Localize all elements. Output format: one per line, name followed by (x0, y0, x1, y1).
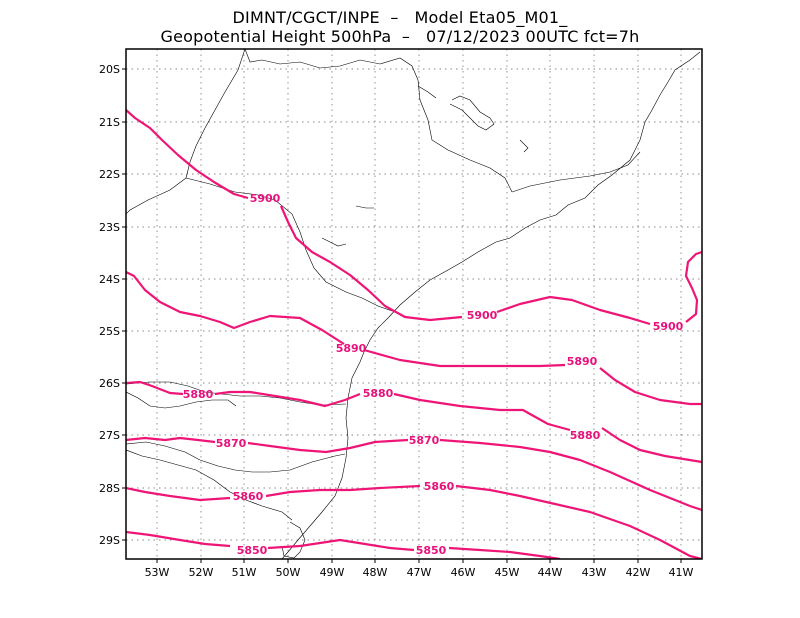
lon-tick-label: 48W (363, 566, 388, 579)
lat-tick-label: 22S (99, 168, 120, 181)
contour-5900-north (126, 109, 702, 326)
contour-lines (126, 109, 702, 559)
lat-tick-label: 26S (99, 377, 120, 390)
lon-tick-label: 41W (669, 566, 694, 579)
border-sp-pr (185, 177, 396, 313)
contour-label: 5870 (409, 434, 440, 447)
contour-label: 5850 (237, 544, 268, 557)
contour-label: 5880 (570, 429, 601, 442)
border-ms-sp (185, 49, 246, 179)
lon-tick-label: 52W (189, 566, 214, 579)
plot-frame (125, 48, 703, 560)
contour-5880 (126, 380, 702, 464)
contour-label: 5890 (567, 355, 598, 368)
contour-label: 5880 (183, 388, 214, 401)
border-argentina (126, 449, 293, 521)
contour-label: 5900 (653, 320, 684, 333)
gridlines (126, 49, 702, 559)
contour-label: 5860 (233, 490, 264, 503)
border-ms-pr (126, 177, 187, 215)
lat-tick-label: 24S (99, 273, 120, 286)
lagoon (281, 521, 306, 559)
lat-tick-label: 23S (99, 221, 120, 234)
contour-5860 (126, 484, 702, 559)
lon-tick-label: 42W (626, 566, 651, 579)
chart-subtitle: Geopotential Height 500hPa – 07/12/2023 … (160, 27, 640, 46)
contour-label: 5850 (416, 544, 447, 557)
contour-labels: 5900 5900 5900 5890 5890 5880 5880 5880 … (183, 192, 684, 557)
lat-tick-label: 29S (99, 534, 120, 547)
contour-label: 5900 (467, 309, 498, 322)
lon-tick-label: 50W (276, 566, 301, 579)
lon-tick-label: 44W (538, 566, 563, 579)
lon-tick-label: 51W (232, 566, 257, 579)
contour-label: 5860 (424, 480, 455, 493)
border-sc-rs (126, 441, 346, 473)
coastline (281, 51, 701, 559)
contour-5900-west (126, 271, 345, 345)
lon-axis: 53W 52W 51W 50W 49W 48W 47W 46W 45W 44W … (145, 559, 694, 579)
border-paraguay (126, 391, 237, 409)
lon-tick-label: 43W (582, 566, 607, 579)
border-sp-mg (244, 49, 513, 193)
contour-5890 (363, 348, 702, 406)
lon-tick-label: 53W (145, 566, 170, 579)
contour-label: 5870 (216, 437, 247, 450)
lon-tick-label: 49W (320, 566, 345, 579)
lat-tick-label: 27S (99, 429, 120, 442)
contour-5850 (126, 530, 561, 559)
bay (449, 95, 495, 131)
contour-label: 5880 (363, 387, 394, 400)
contour-label: 5900 (250, 192, 281, 205)
border-pr-sc (126, 381, 347, 406)
contour-5870 (126, 436, 702, 512)
border-mg-rj (511, 151, 641, 193)
lat-tick-label: 20S (99, 63, 120, 76)
lon-tick-label: 46W (451, 566, 476, 579)
map-borders (126, 49, 701, 559)
lon-tick-label: 45W (495, 566, 520, 579)
chart-title: DIMNT/CGCT/INPE – Model Eta05_M01_ (232, 8, 568, 27)
lat-tick-label: 21S (99, 116, 120, 129)
lat-tick-label: 28S (99, 482, 120, 495)
lat-axis: 20S 21S 22S 23S 24S 25S 26S 27S 28S 29S (99, 63, 126, 547)
contour-label: 5890 (336, 342, 367, 355)
lon-tick-label: 47W (407, 566, 432, 579)
lat-tick-label: 25S (99, 325, 120, 338)
river-lakes (321, 85, 529, 247)
